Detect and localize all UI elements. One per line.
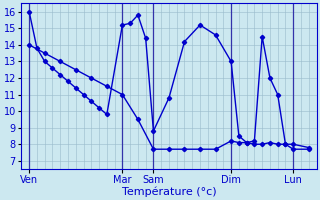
X-axis label: Température (°c): Température (°c) bbox=[122, 186, 216, 197]
